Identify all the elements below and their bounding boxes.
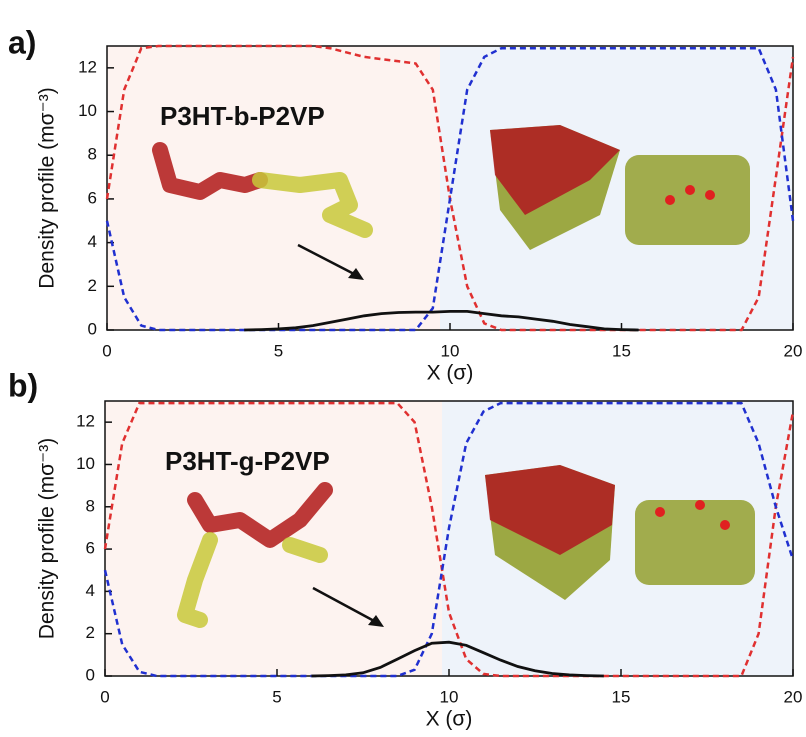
x-axis-label: X (σ) (426, 708, 473, 731)
x-tick-label: 5 (274, 341, 283, 360)
panel-label: b) (8, 367, 38, 403)
x-tick-label: 5 (272, 687, 281, 706)
density-line (311, 640, 604, 678)
y-tick-label: 4 (88, 232, 97, 251)
molecule-illustration (152, 125, 750, 280)
x-tick-label: 10 (440, 687, 459, 706)
x-tick-label: 20 (784, 341, 803, 360)
annotation: P3HT-b-P2VP (160, 101, 325, 131)
density-line (244, 310, 639, 332)
y-axis-label: Density profile (mσ⁻³) (36, 87, 59, 288)
y-tick-label: 0 (86, 665, 95, 684)
y-tick-label: 8 (86, 496, 95, 515)
y-tick-label: 10 (78, 101, 97, 120)
x-tick-label: 20 (784, 687, 803, 706)
y-tick-label: 2 (86, 623, 95, 642)
annotation: P3HT-g-P2VP (165, 446, 330, 476)
x-tick-label: 15 (612, 687, 631, 706)
y-tick-label: 0 (88, 319, 97, 338)
y-tick-label: 8 (88, 145, 97, 164)
density-line (103, 401, 795, 678)
y-axis-label: Density profile (mσ⁻³) (36, 438, 59, 639)
density-line (105, 46, 795, 332)
molecule-illustration (177, 465, 755, 628)
y-tick-label: 12 (78, 57, 97, 76)
x-tick-label: 15 (612, 341, 631, 360)
x-tick-label: 10 (441, 341, 460, 360)
x-axis-label: X (σ) (427, 362, 474, 385)
x-tick-label: 0 (100, 687, 109, 706)
y-tick-label: 2 (88, 276, 97, 295)
panel-label: a) (8, 24, 36, 60)
y-tick-label: 10 (76, 454, 95, 473)
y-tick-label: 6 (86, 539, 95, 558)
y-tick-label: 4 (86, 581, 95, 600)
y-tick-label: 6 (88, 188, 97, 207)
density-line (103, 401, 795, 678)
y-tick-label: 12 (76, 412, 95, 431)
x-tick-label: 0 (102, 341, 111, 360)
